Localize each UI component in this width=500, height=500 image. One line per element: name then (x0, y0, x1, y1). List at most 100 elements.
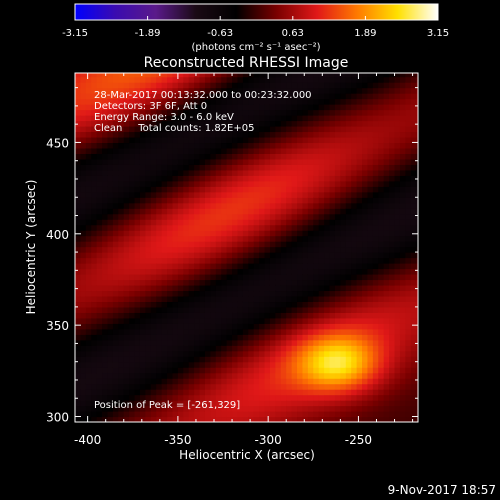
heatmap-cell (356, 383, 363, 390)
heatmap-cell (389, 411, 396, 418)
heatmap-cell (275, 328, 282, 335)
heatmap-cell (123, 202, 130, 209)
heatmap-cell (145, 334, 152, 341)
heatmap-cell (248, 361, 255, 368)
heatmap-cell (389, 136, 396, 144)
heatmap-cell (334, 367, 341, 374)
heatmap-cell (183, 115, 190, 122)
heatmap-cell (372, 416, 379, 422)
heatmap-cell (96, 356, 103, 363)
heatmap-cell (134, 263, 141, 270)
heatmap-cell (75, 169, 82, 176)
heatmap-cell (172, 104, 179, 111)
heatmap-cell (362, 317, 369, 324)
heatmap-cell (134, 317, 141, 324)
heatmap-cell (313, 323, 320, 330)
heatmap-cell (394, 180, 401, 187)
heatmap-cell (118, 164, 125, 171)
heatmap-cell (167, 158, 174, 165)
heatmap-cell (399, 186, 406, 193)
heatmap-cell (389, 202, 396, 209)
heatmap-cell (334, 202, 341, 209)
heatmap-cell (183, 158, 190, 165)
heatmap-cell (389, 394, 396, 401)
heatmap-cell (297, 350, 304, 357)
heatmap-cell (399, 334, 406, 341)
heatmap-cell (324, 268, 331, 275)
heatmap-cell (215, 279, 222, 286)
heatmap-cell (340, 208, 347, 215)
heatmap-cell (150, 400, 157, 407)
heatmap-cell (264, 411, 271, 418)
heatmap-cell (156, 230, 163, 237)
heatmap-cell (367, 180, 374, 187)
heatmap-cell (318, 87, 325, 94)
heatmap-cell (286, 164, 293, 171)
heatmap-cell (302, 186, 309, 193)
heatmap-cell (156, 186, 163, 193)
heatmap-cell (123, 317, 130, 324)
heatmap-cell (161, 295, 168, 303)
heatmap-cell (410, 350, 417, 357)
heatmap-cell (378, 334, 385, 341)
heatmap-cell (172, 301, 179, 308)
heatmap-cell (340, 273, 347, 281)
heatmap-cell (129, 76, 136, 83)
heatmap-cell (356, 213, 363, 220)
heatmap-cell (372, 197, 379, 204)
heatmap-cell (302, 257, 309, 264)
heatmap-cell (161, 186, 168, 193)
heatmap-cell (329, 389, 336, 396)
heatmap-cell (291, 334, 298, 341)
heatmap-cell (134, 405, 141, 412)
heatmap-cell (269, 180, 276, 187)
heatmap-cell (204, 394, 211, 401)
heatmap-cell (129, 361, 136, 368)
heatmap-cell (297, 252, 304, 259)
heatmap-cell (367, 120, 374, 127)
heatmap-cell (167, 405, 174, 412)
heatmap-cell (221, 361, 228, 368)
heatmap-cell (318, 290, 325, 297)
heatmap-cell (264, 235, 271, 242)
heatmap-cell (399, 73, 406, 78)
heatmap-cell (204, 367, 211, 374)
heatmap-cell (183, 356, 190, 363)
heatmap-cell (226, 213, 233, 220)
heatmap-cell (372, 268, 379, 275)
heatmap-cell (172, 224, 179, 231)
heatmap-cell (340, 295, 347, 303)
heatmap-cell (405, 73, 412, 78)
heatmap-cell (215, 136, 222, 144)
heatmap-cell (75, 87, 82, 94)
heatmap-cell (215, 394, 222, 401)
heatmap-cell (75, 372, 82, 379)
heatmap-cell (242, 73, 249, 78)
heatmap-cell (351, 378, 358, 385)
heatmap-cell (248, 416, 255, 422)
heatmap-cell (177, 295, 184, 303)
heatmap-cell (351, 208, 358, 215)
heatmap-cell (112, 73, 119, 78)
heatmap-cell (96, 367, 103, 374)
heatmap-cell (204, 125, 211, 133)
heatmap-cell (167, 411, 174, 418)
heatmap-cell (139, 301, 147, 308)
heatmap-cell (107, 383, 114, 390)
heatmap-cell (177, 405, 184, 412)
heatmap-cell (85, 295, 92, 303)
heatmap-cell (302, 164, 309, 171)
heatmap-cell (362, 76, 369, 83)
heatmap-cell (313, 224, 320, 231)
heatmap-cell (134, 175, 141, 182)
heatmap-cell (394, 290, 401, 297)
heatmap-cell (112, 169, 119, 176)
heatmap-cell (410, 93, 417, 100)
heatmap-cell (102, 328, 109, 335)
heatmap-cell (183, 394, 190, 401)
heatmap-cell (123, 389, 130, 396)
heatmap-cell (188, 279, 195, 286)
heatmap-cell (242, 175, 249, 182)
heatmap-cell (351, 109, 358, 116)
heatmap-cell (372, 312, 379, 319)
